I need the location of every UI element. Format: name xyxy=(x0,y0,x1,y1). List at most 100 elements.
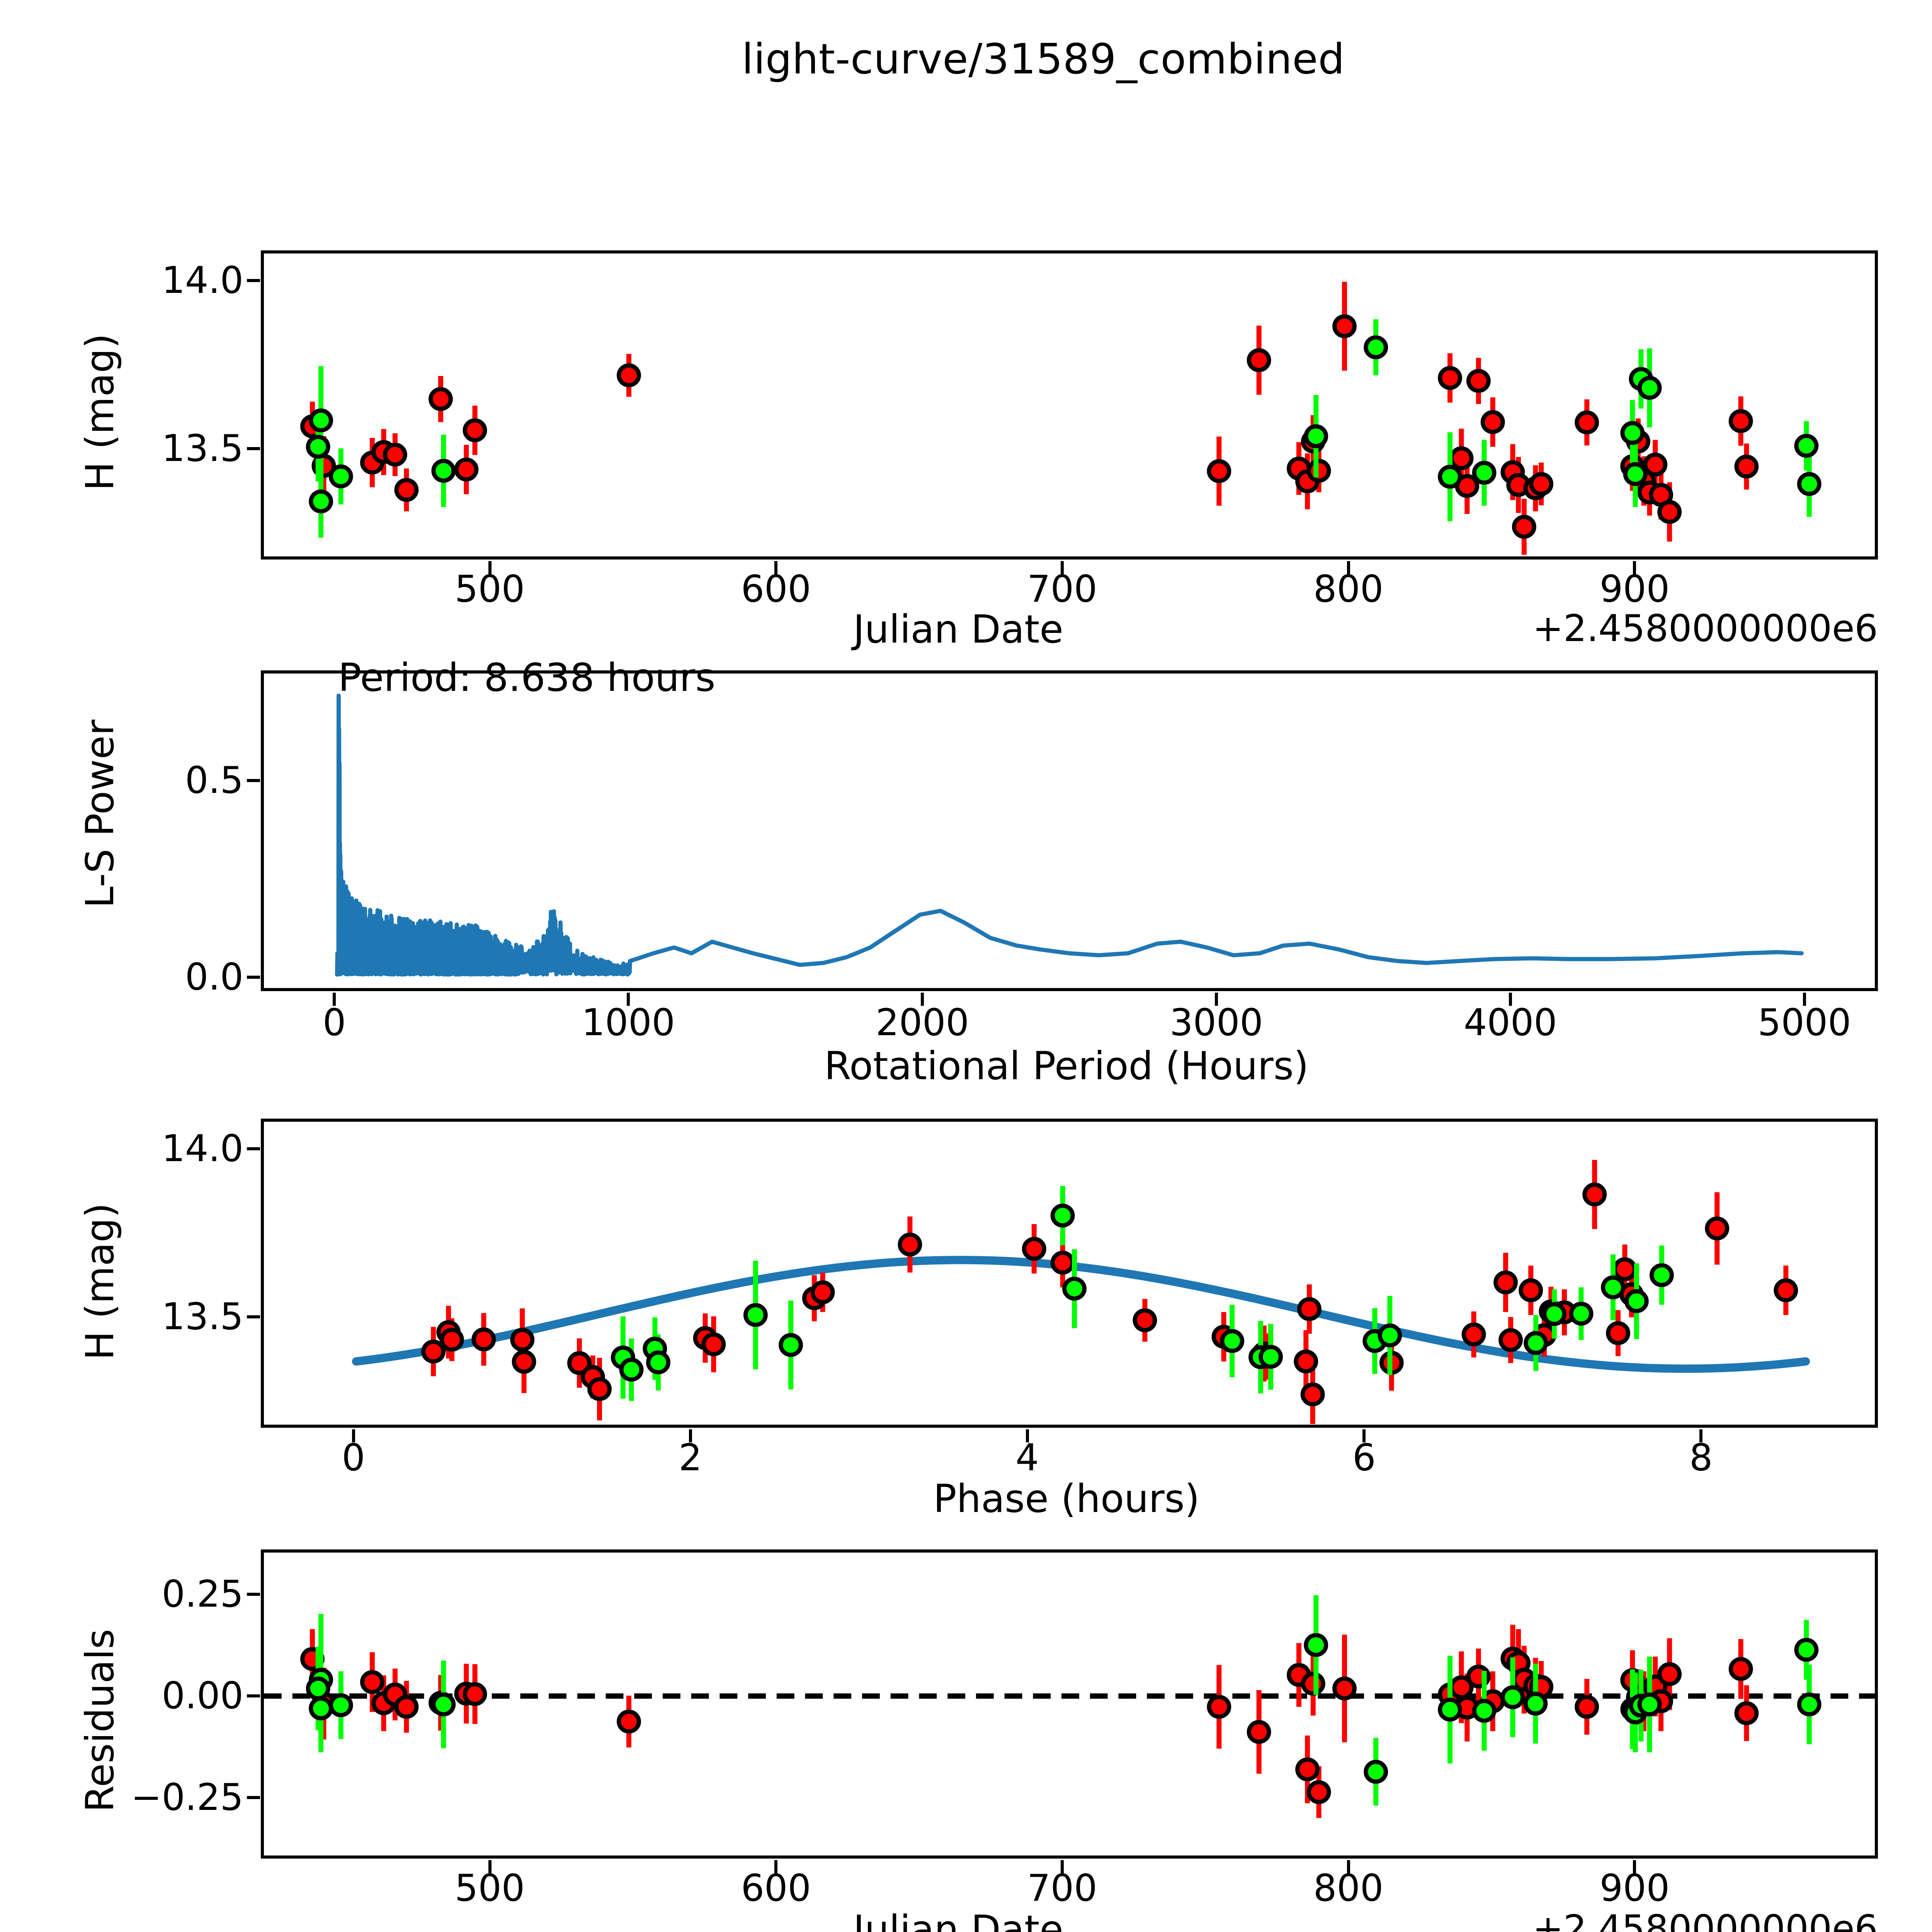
panel4-xtick-900: 900 xyxy=(1599,1867,1670,1910)
sinusoid-fit-curve xyxy=(352,1256,1810,1373)
panel4-ytick-000: 0.00 xyxy=(162,1674,243,1717)
data-point xyxy=(1220,1329,1245,1353)
data-point xyxy=(1794,1638,1819,1662)
data-point xyxy=(617,1709,641,1734)
panel3-xtick-4: 4 xyxy=(1015,1437,1039,1479)
xtick-mark-p2 xyxy=(1803,993,1806,1006)
panel3-y-axis-label: H (mag) xyxy=(77,1202,122,1360)
data-point xyxy=(1247,348,1271,372)
panel1-xtick-500: 500 xyxy=(454,568,525,611)
data-point xyxy=(1306,459,1331,483)
ytick-mark-p4 xyxy=(247,1694,260,1697)
data-point xyxy=(1606,1321,1630,1345)
data-point xyxy=(1480,410,1505,434)
xtick-mark-p1 xyxy=(774,561,778,574)
panel2-xtick-4000: 4000 xyxy=(1463,1002,1557,1044)
data-point xyxy=(429,387,453,411)
data-point xyxy=(1650,1263,1674,1287)
panel1-x-offset-text: +2.4580000000e6 xyxy=(1532,607,1878,650)
data-point xyxy=(1728,409,1753,433)
data-point xyxy=(309,408,333,432)
panel4-ytick-025: 0.25 xyxy=(162,1573,243,1616)
xtick-mark-p2 xyxy=(333,993,336,1006)
data-point xyxy=(1542,1302,1566,1326)
panel2-xtick-1000: 1000 xyxy=(582,1002,675,1044)
series-green-band xyxy=(306,1595,1821,1806)
xtick-mark-p3 xyxy=(689,1429,692,1442)
data-point xyxy=(1734,1701,1759,1725)
data-point xyxy=(619,1357,644,1382)
panel3-ytick-135: 13.5 xyxy=(162,1296,243,1338)
ls-power-curve xyxy=(335,693,1804,977)
data-point xyxy=(810,1280,835,1304)
panel4-xtick-500: 500 xyxy=(454,1867,525,1910)
xtick-mark-p4 xyxy=(1633,1860,1636,1873)
data-point xyxy=(439,1328,464,1352)
data-point xyxy=(1364,1760,1388,1784)
data-point xyxy=(1207,459,1231,483)
data-point xyxy=(1332,314,1357,338)
data-point xyxy=(587,1377,612,1401)
data-point xyxy=(617,363,641,388)
series-red-band xyxy=(300,1624,1759,1818)
page-title: light-curve/31589_combined xyxy=(742,35,1345,83)
data-point xyxy=(1601,1275,1625,1299)
data-point xyxy=(1657,1662,1682,1686)
panel3-xtick-2: 2 xyxy=(679,1437,702,1479)
data-point xyxy=(1529,472,1554,496)
data-point xyxy=(1207,1695,1231,1719)
panel2-xtick-5000: 5000 xyxy=(1757,1002,1851,1044)
panel-lomb-scargle-periodogram xyxy=(261,670,1878,991)
data-point xyxy=(1332,1676,1357,1701)
ytick-mark-p1 xyxy=(247,279,260,282)
panel2-xtick-3000: 3000 xyxy=(1170,1002,1263,1044)
data-point xyxy=(328,1693,353,1717)
data-point xyxy=(1438,464,1462,489)
data-point xyxy=(1582,1182,1607,1207)
series-green-band xyxy=(611,1186,1674,1401)
data-point xyxy=(309,489,333,514)
data-point xyxy=(1378,1323,1402,1347)
panel1-y-axis-label: H (mag) xyxy=(77,333,122,491)
data-point xyxy=(1623,462,1648,486)
data-point xyxy=(1050,1250,1075,1275)
data-point xyxy=(1022,1237,1046,1261)
data-point xyxy=(1575,410,1599,435)
panel4-ytick-neg025: −0.25 xyxy=(131,1776,243,1819)
data-point xyxy=(1062,1277,1087,1301)
data-point xyxy=(1306,1780,1331,1804)
panel-residuals xyxy=(261,1549,1878,1859)
data-point xyxy=(328,464,353,488)
data-point xyxy=(1304,1633,1328,1657)
data-point xyxy=(394,1695,419,1719)
data-point xyxy=(1774,1278,1798,1303)
panel2-ytick-00: 0.0 xyxy=(185,956,243,999)
panel4-y-axis-label: Residuals xyxy=(77,1629,122,1812)
data-point xyxy=(1297,1297,1321,1321)
data-point xyxy=(510,1328,535,1352)
panel1-ytick-135: 13.5 xyxy=(162,427,243,470)
panel1-xtick-700: 700 xyxy=(1027,568,1097,611)
data-point xyxy=(394,478,419,502)
ytick-mark-p4 xyxy=(247,1592,260,1596)
panel2-xtick-2000: 2000 xyxy=(876,1002,969,1044)
data-point xyxy=(1498,1328,1523,1352)
periodogram-plot xyxy=(335,693,1804,977)
data-point xyxy=(1624,1289,1649,1313)
data-point xyxy=(1612,1257,1637,1281)
data-point xyxy=(1794,434,1819,458)
data-point xyxy=(1705,1216,1730,1240)
data-point xyxy=(1259,1345,1283,1369)
data-point xyxy=(898,1232,922,1257)
data-point xyxy=(1797,1692,1821,1716)
period-annotation: Period: 8.638 hours xyxy=(338,655,716,700)
data-point xyxy=(431,1692,456,1716)
ytick-mark-p1 xyxy=(247,447,260,451)
panel4-x-offset-text: +2.4580000000e6 xyxy=(1532,1908,1878,1932)
data-point xyxy=(421,1339,446,1364)
series-green-band xyxy=(306,319,1821,538)
data-point xyxy=(1247,1720,1271,1744)
panel4-xtick-800: 800 xyxy=(1313,1867,1384,1910)
data-point xyxy=(1734,454,1759,479)
